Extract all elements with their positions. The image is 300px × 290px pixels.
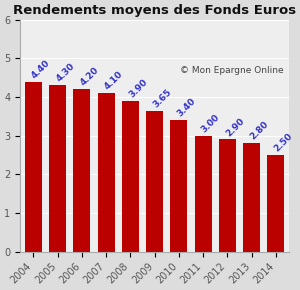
Text: 4.20: 4.20 xyxy=(79,66,101,88)
Bar xyxy=(98,93,115,251)
Text: 3.90: 3.90 xyxy=(127,77,149,99)
Text: 2.50: 2.50 xyxy=(272,131,294,153)
Text: 4.40: 4.40 xyxy=(30,58,52,80)
Bar xyxy=(219,139,236,251)
Text: 4.10: 4.10 xyxy=(103,70,125,92)
Bar xyxy=(146,110,163,251)
Bar xyxy=(243,143,260,251)
Text: 2.80: 2.80 xyxy=(248,120,270,142)
Bar xyxy=(49,85,66,251)
Bar xyxy=(74,89,91,251)
Title: Rendements moyens des Fonds Euros: Rendements moyens des Fonds Euros xyxy=(13,4,296,17)
Bar xyxy=(122,101,139,251)
Bar xyxy=(170,120,188,251)
Bar xyxy=(195,136,212,251)
Text: 3.40: 3.40 xyxy=(176,97,197,119)
Bar xyxy=(25,81,42,251)
Text: 3.00: 3.00 xyxy=(200,112,222,134)
Text: © Mon Epargne Online: © Mon Epargne Online xyxy=(180,66,284,75)
Text: 3.65: 3.65 xyxy=(151,87,173,109)
Text: 4.30: 4.30 xyxy=(54,62,76,84)
Bar xyxy=(268,155,284,251)
Text: 2.90: 2.90 xyxy=(224,116,246,138)
